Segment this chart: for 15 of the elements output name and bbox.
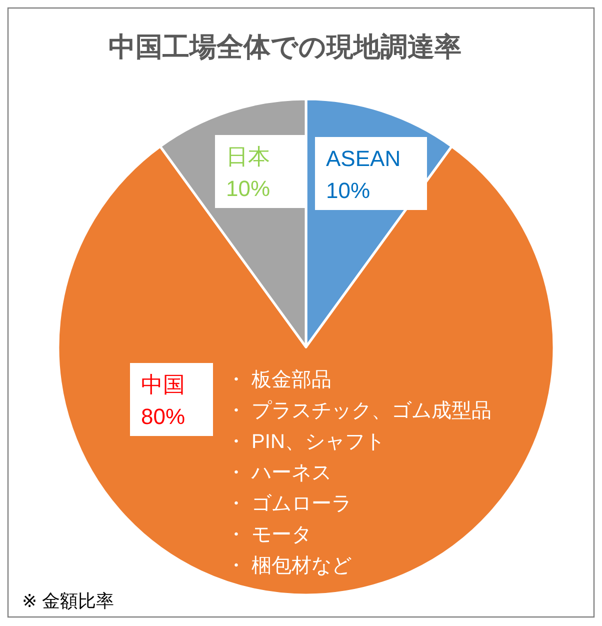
text: ・ プラスチック、ゴム成型品: [226, 400, 492, 422]
text: ・ ハーネス: [226, 462, 332, 484]
text: ・ モータ: [226, 524, 312, 546]
data-label: 10%: [326, 178, 370, 203]
text: ・ ゴムローラ: [226, 493, 352, 515]
text: ・ 板金部品: [226, 369, 332, 391]
data-label: 80%: [141, 404, 186, 429]
text: ・ PIN、シャフト: [226, 431, 385, 453]
text: ・ 梱包材など: [226, 555, 352, 577]
data-label: 10%: [226, 176, 270, 201]
slice-label: ASEAN: [326, 146, 401, 171]
text: ※ 金額比率: [22, 591, 114, 611]
chart-title: 中国工場全体での現地調達率: [108, 32, 462, 62]
slice-label: 日本: [226, 144, 270, 169]
slice-label: 中国: [141, 372, 185, 397]
